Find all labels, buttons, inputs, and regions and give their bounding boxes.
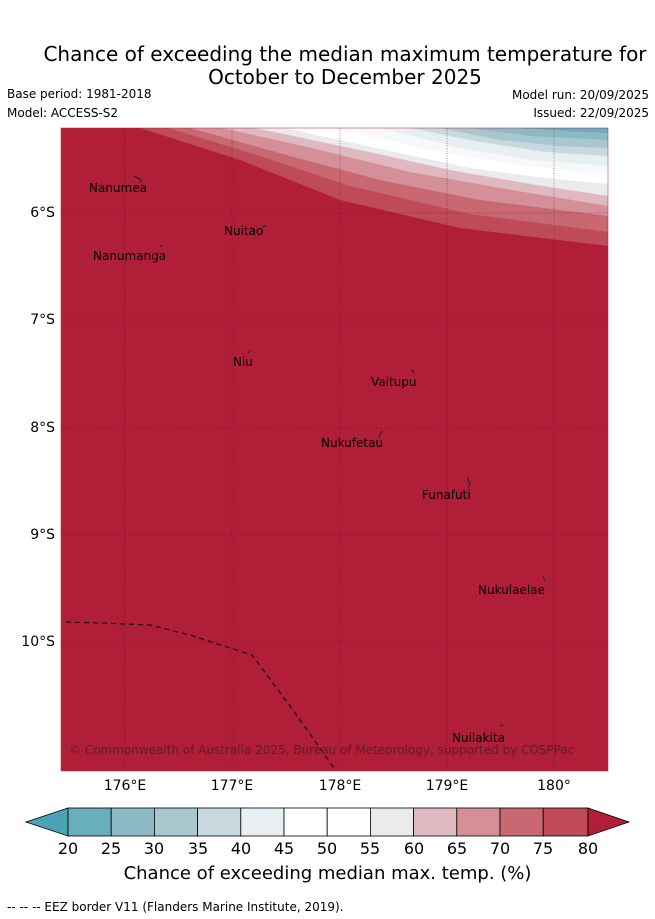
colorbar-under-arrow — [24, 807, 69, 837]
island-nukufetau — [378, 430, 383, 438]
colorbar-seg-30 — [153, 807, 198, 837]
colorbar-seg-25 — [110, 807, 155, 837]
colorbar-tick-55: 55 — [359, 839, 381, 858]
place-label-vaitupu: Vaitupu — [371, 375, 417, 389]
lat-label-6s: 6°S — [30, 205, 55, 221]
place-label-nuitao: Nuitao — [224, 224, 263, 238]
place-label-nukulaelae: Nukulaelae — [478, 583, 545, 597]
island-nanumea — [133, 175, 142, 183]
colorbar-tick-40: 40 — [230, 839, 252, 858]
place-label-nanumea: Nanumea — [89, 181, 147, 195]
colorbar-tick-80: 80 — [577, 839, 599, 858]
colorbar-tick-30: 30 — [143, 839, 165, 858]
colorbar-tick-65: 65 — [446, 839, 468, 858]
base-period: Base period: 1981-2018 — [7, 87, 152, 101]
colorbar-seg-55 — [369, 807, 414, 837]
colorbar-tick-50: 50 — [316, 839, 338, 858]
colorbar-tick-45: 45 — [273, 839, 295, 858]
chart-title-line1: Chance of exceeding the median maximum t… — [43, 42, 647, 66]
chart-title-line2: October to December 2025 — [208, 65, 482, 89]
issued-date: Issued: 22/09/2025 — [533, 106, 649, 120]
lat-label-7s: 7°S — [30, 312, 55, 328]
eez-border — [65, 621, 335, 769]
colorbar-over-arrow — [587, 807, 631, 837]
model-run-date: Model run: 20/09/2025 — [511, 88, 649, 102]
place-label-funafuti: Funafuti — [422, 488, 471, 502]
lon-label-176e: 176°E — [103, 778, 147, 794]
colorbar — [24, 807, 631, 837]
colorbar-tick-25: 25 — [100, 839, 122, 858]
place-label-niu: Niu — [233, 355, 253, 369]
place-label-nukufetau: Nukufetau — [321, 436, 383, 450]
colorbar-title: Chance of exceeding median max. temp. (%… — [123, 863, 532, 884]
colorbar-seg-50 — [326, 807, 371, 837]
map-frame — [60, 127, 609, 772]
copyright-notice: © Commonwealth of Australia 2025, Bureau… — [69, 743, 574, 757]
island-niu — [247, 350, 251, 354]
island-funafuti — [466, 476, 471, 488]
map-background — [61, 128, 608, 771]
colorbar-seg-75 — [542, 807, 589, 837]
colorbar-seg-45 — [283, 807, 328, 837]
band-20 — [520, 128, 608, 133]
model-name: Model: ACCESS-S2 — [7, 106, 119, 120]
colorbar-seg-65 — [456, 807, 501, 837]
islands — [133, 175, 546, 727]
lon-label-179e: 179°E — [425, 778, 469, 794]
colorbar-seg-70 — [499, 807, 544, 837]
lat-label-10s: 10°S — [21, 634, 55, 650]
eez-legend-footnote: -- -- -- EEZ border V11 (Flanders Marine… — [7, 900, 344, 914]
island-nanumanga — [159, 244, 163, 248]
colorbar-tick-75: 75 — [532, 839, 554, 858]
lat-label-8s: 8°S — [30, 420, 55, 436]
island-nukulaelae — [542, 575, 546, 582]
graticule — [61, 128, 608, 771]
lon-label-177e: 177°E — [210, 778, 254, 794]
lon-label-180: 180° — [537, 778, 571, 794]
colorbar-seg-60 — [413, 807, 458, 837]
place-label-nanumanga: Nanumanga — [93, 249, 166, 263]
place-label-nuilakita: Nuilakita — [452, 731, 505, 745]
colorbar-seg-35 — [197, 807, 242, 837]
lat-label-9s: 9°S — [30, 527, 55, 543]
island-nuilakita — [499, 724, 504, 727]
lon-label-178e: 178°E — [318, 778, 362, 794]
colorbar-seg-20 — [67, 807, 112, 837]
colorbar-tick-70: 70 — [489, 839, 511, 858]
island-nuitao — [261, 225, 267, 228]
colorbar-tick-35: 35 — [187, 839, 209, 858]
colorbar-tick-60: 60 — [403, 839, 425, 858]
colorbar-seg-40 — [240, 807, 285, 837]
island-vaitupu — [410, 369, 415, 374]
colorbar-tick-20: 20 — [57, 839, 79, 858]
